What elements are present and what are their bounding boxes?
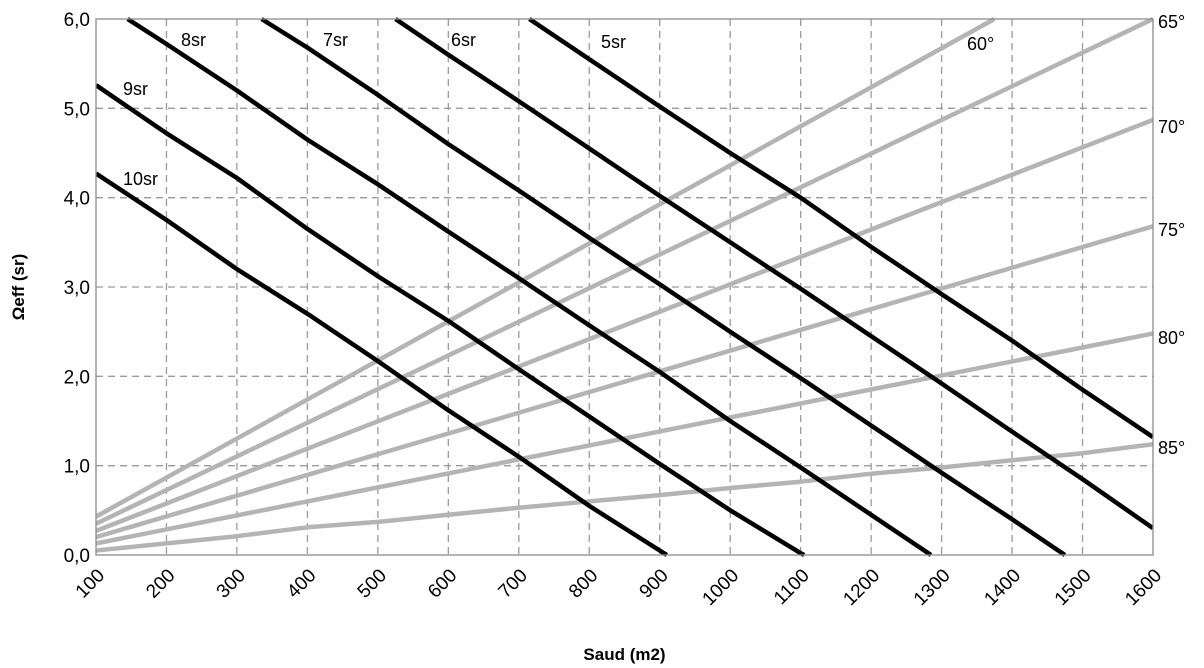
series-line-sr-8sr (126, 17, 933, 557)
y-tick-label: 6,0 (64, 10, 90, 31)
series-label-sr: 7sr (323, 30, 348, 50)
x-axis-title: Saud (m2) (583, 645, 665, 664)
series-line-sr-5sr (528, 17, 1153, 439)
x-tick-label: 500 (354, 565, 391, 602)
series-line-angle-65 (96, 17, 1153, 526)
series-label-angle: 70° (1158, 117, 1185, 137)
x-tick-label: 1100 (770, 565, 814, 609)
series-line-sr-9sr (96, 83, 806, 557)
series-label-angle: 65° (1158, 12, 1185, 32)
y-axis-ticks: 0,0 1,0 2,0 3,0 4,0 5,0 6,0 (64, 10, 90, 567)
series-label-sr: 9sr (123, 79, 148, 99)
x-tick-label: 1500 (1051, 565, 1096, 610)
x-tick-label: 1300 (910, 565, 955, 610)
x-tick-label: 200 (142, 565, 179, 602)
x-tick-label: 400 (283, 565, 320, 602)
x-tick-label: 800 (565, 565, 602, 602)
x-tick-label: 300 (213, 565, 250, 602)
series-line-angle-75 (96, 224, 1153, 540)
gray-series-group (96, 17, 1153, 553)
y-tick-label: 3,0 (64, 278, 90, 299)
x-tick-label: 1400 (980, 565, 1025, 610)
series-label-angle: 75° (1158, 220, 1185, 240)
x-tick-label: 100 (72, 565, 109, 602)
y-axis-title: Ωeff (sr) (9, 254, 28, 321)
series-label-angle: 80° (1158, 328, 1185, 348)
plot-frame (95, 18, 1154, 556)
series-line-angle-85 (96, 441, 1153, 553)
x-axis-ticks: 100 200 300 400 500 600 700 800 900 1000 1100 1200 1… (72, 565, 1166, 610)
grid (96, 19, 1153, 555)
y-tick-label: 4,0 (64, 189, 90, 210)
x-tick-label: 1000 (699, 565, 744, 610)
x-tick-label: 600 (424, 565, 461, 602)
series-label-angle: 85° (1158, 438, 1185, 458)
series-label-sr: 10sr (123, 169, 158, 189)
series-labels: 10sr 9sr 8sr 7sr 6sr 5sr 60° 65° 70° 75° 80° 85° (123, 12, 1185, 458)
series-line-angle-70 (96, 117, 1153, 533)
series-line-sr-10sr (96, 171, 669, 557)
series-line-angle-60 (96, 17, 996, 519)
x-tick-label: 1200 (839, 565, 884, 610)
y-tick-label: 1,0 (64, 457, 90, 478)
y-tick-label: 2,0 (64, 367, 90, 388)
x-tick-label: 900 (636, 565, 673, 602)
series-line-sr-6sr (394, 17, 1153, 531)
x-tick-label: 700 (495, 565, 532, 602)
series-label-sr: 6sr (451, 30, 476, 50)
series-label-sr: 8sr (181, 30, 206, 50)
y-tick-label: 0,0 (64, 546, 90, 567)
series-label-angle: 60° (967, 34, 994, 54)
black-series-group (96, 17, 1153, 557)
x-tick-label: 1600 (1121, 565, 1166, 610)
series-label-sr: 5sr (601, 32, 626, 52)
series-line-sr-7sr (260, 17, 1067, 557)
y-tick-label: 5,0 (64, 99, 90, 120)
